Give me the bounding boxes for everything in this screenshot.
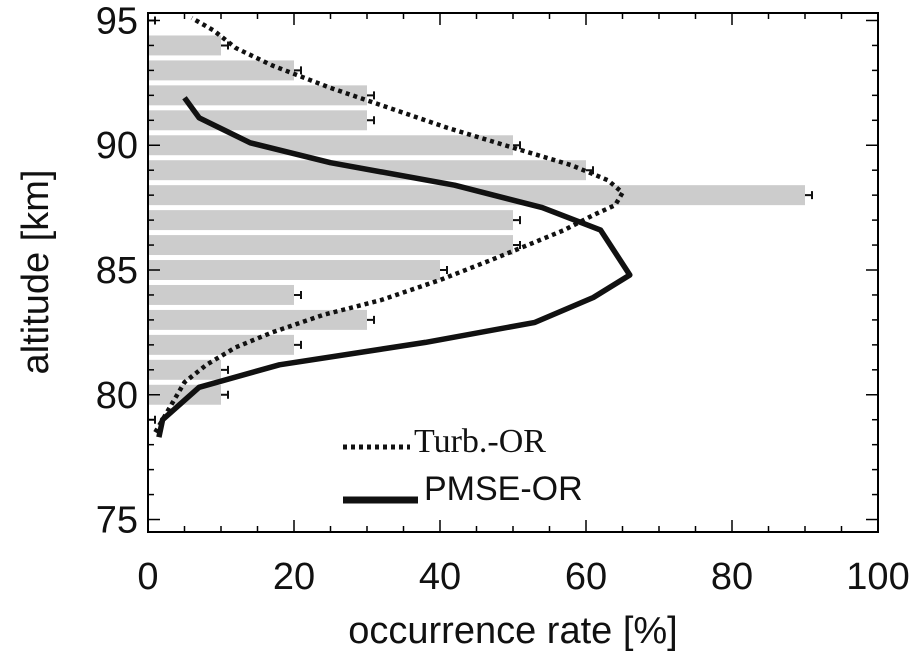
- error-bar: [294, 66, 302, 75]
- bar: [148, 85, 367, 106]
- x-tick-label: 80: [711, 556, 753, 598]
- x-axis-label: occurrence rate [%]: [348, 610, 677, 652]
- x-tick-label: 40: [419, 556, 461, 598]
- bar: [148, 60, 294, 81]
- error-bar: [513, 141, 521, 150]
- error-bar: [513, 241, 521, 250]
- x-tick-label: 0: [137, 556, 158, 598]
- bar: [148, 135, 513, 156]
- y-axis-label: altitude [km]: [15, 170, 57, 375]
- bar: [148, 384, 221, 405]
- error-bar: [367, 116, 375, 125]
- error-bar: [367, 315, 375, 324]
- bar: [148, 110, 367, 131]
- bar: [148, 334, 294, 355]
- error-bar: [367, 91, 375, 100]
- error-bar: [221, 41, 229, 50]
- error-bar: [221, 365, 229, 374]
- y-tick-label: 95: [96, 0, 138, 42]
- bar: [148, 185, 805, 206]
- bar: [148, 359, 221, 380]
- x-tick-label: 20: [273, 556, 315, 598]
- bar: [148, 260, 440, 280]
- bar: [148, 309, 367, 330]
- bar: [148, 210, 513, 231]
- x-tick-label: 60: [565, 556, 607, 598]
- error-bar: [513, 216, 521, 225]
- y-tick-label: 80: [96, 375, 138, 417]
- series-lines: [153, 16, 633, 438]
- bar-group: [148, 16, 813, 424]
- y-tick-label: 85: [96, 250, 138, 292]
- y-tick-label: 90: [96, 125, 138, 167]
- x-tick-label: 100: [846, 556, 909, 598]
- pmse-or-line: [156, 96, 633, 438]
- error-bar: [805, 191, 813, 200]
- error-bar: [294, 340, 302, 349]
- legend-turb-label: Turb.-OR: [414, 423, 546, 460]
- error-bar: [440, 266, 448, 275]
- error-bar: [221, 390, 229, 399]
- legend-pmse-label: PMSE-OR: [424, 470, 583, 508]
- y-tick-label: 75: [96, 500, 138, 542]
- error-bar: [294, 290, 302, 299]
- legend: Turb.-OR PMSE-OR: [343, 423, 583, 508]
- tick-labels: 0 20 40 60 80 100 75 80 85 90 95: [96, 0, 910, 598]
- bar: [148, 284, 294, 305]
- plot-frame: [147, 12, 879, 533]
- bar: [148, 35, 221, 56]
- bar: [148, 235, 513, 256]
